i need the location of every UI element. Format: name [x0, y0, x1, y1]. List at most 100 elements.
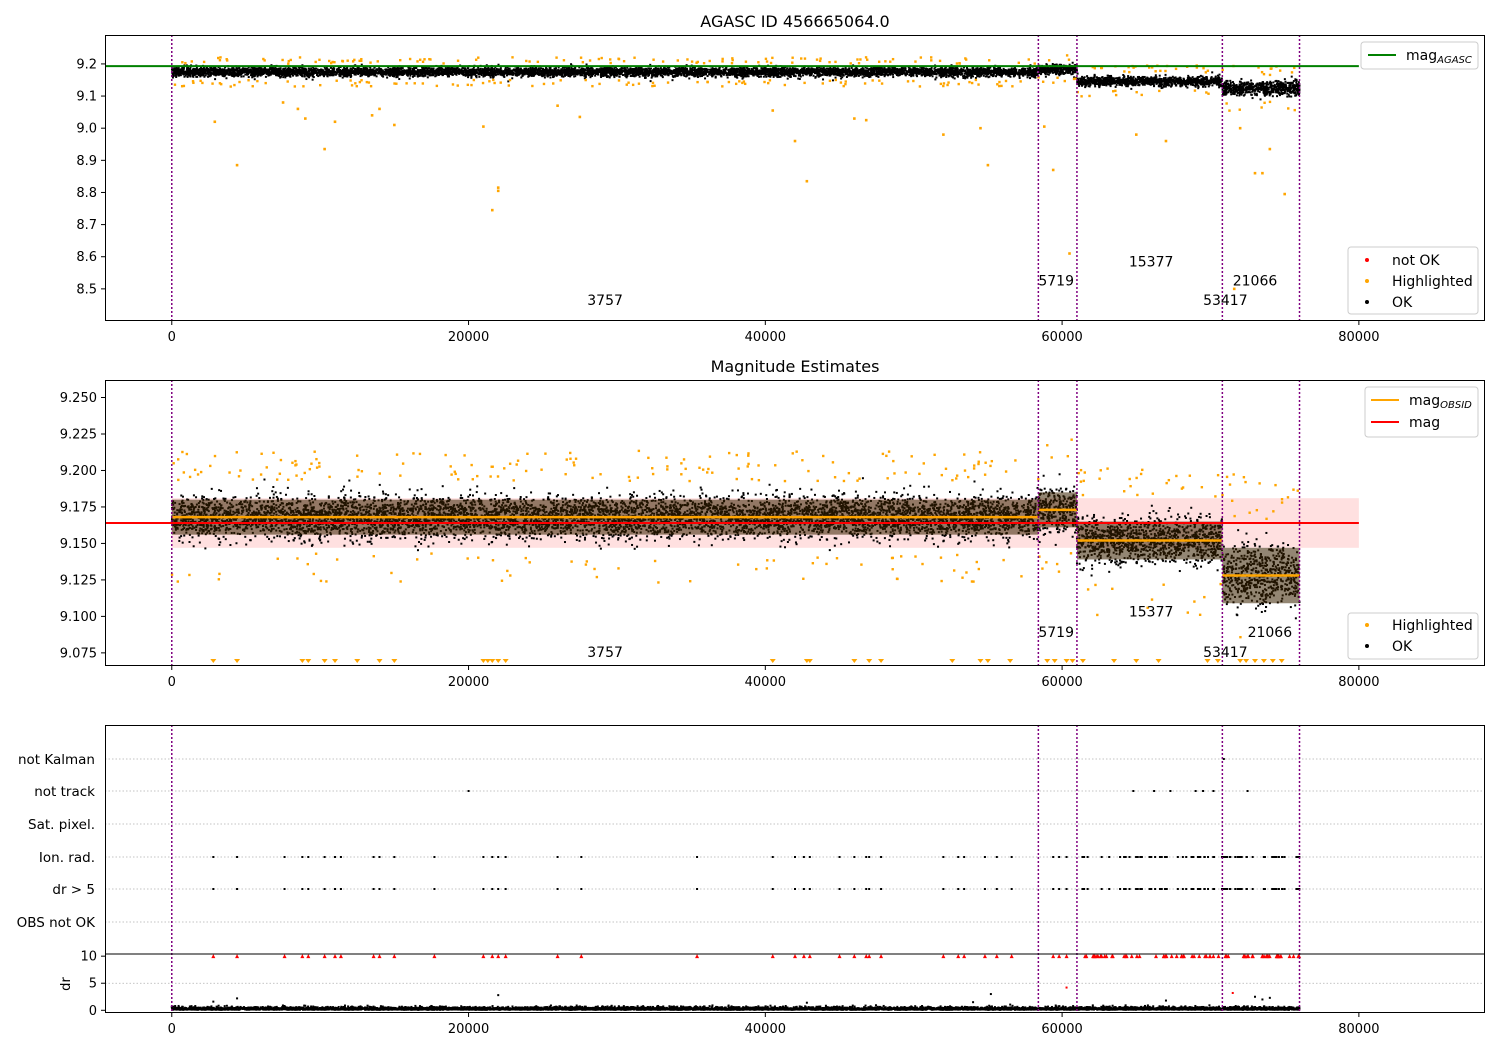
ok-point	[643, 68, 646, 71]
ok-point	[600, 76, 603, 79]
ok-point	[562, 75, 565, 78]
ok-point	[645, 68, 648, 71]
ok-point	[264, 75, 267, 78]
ok-point	[369, 66, 372, 69]
ok-point	[740, 67, 743, 70]
ok-point	[825, 69, 828, 72]
ok-point	[818, 66, 821, 69]
ok-point	[638, 69, 641, 72]
ok-point	[312, 69, 315, 72]
ok-point	[992, 73, 995, 76]
ok-point	[821, 73, 824, 76]
ok-point	[574, 66, 577, 69]
ok-point	[765, 68, 768, 71]
ok-point	[1013, 70, 1016, 73]
ok-point	[324, 67, 327, 70]
ok-point	[871, 69, 874, 72]
ok-point	[307, 72, 310, 75]
ok-point	[969, 68, 972, 71]
ok-point	[760, 67, 763, 70]
ok-point	[409, 67, 412, 70]
ok-point	[801, 74, 804, 77]
ok-point	[206, 72, 209, 75]
ok-point	[944, 67, 947, 70]
ok-point	[722, 73, 725, 76]
ok-point	[964, 75, 967, 78]
ok-point	[451, 67, 454, 70]
ok-point	[831, 79, 834, 82]
ok-point	[711, 67, 714, 70]
ok-point	[719, 73, 722, 76]
ok-point	[628, 72, 631, 75]
ok-point	[311, 75, 314, 78]
ok-point	[637, 66, 640, 69]
ok-point	[338, 73, 341, 76]
ok-point	[185, 71, 188, 74]
ok-point	[869, 68, 872, 71]
ok-point	[656, 67, 659, 70]
ok-point	[915, 67, 918, 70]
ok-point	[360, 63, 363, 66]
ok-point	[368, 68, 371, 71]
ok-point	[389, 67, 392, 70]
ok-point	[639, 67, 642, 70]
ok-point	[482, 75, 485, 78]
ok-point	[231, 67, 234, 70]
ok-point	[945, 72, 948, 75]
ok-point	[905, 73, 908, 76]
ok-point	[259, 72, 262, 75]
ok-point	[497, 68, 500, 71]
ok-point	[766, 73, 769, 76]
ok-point	[590, 66, 593, 69]
ok-point	[188, 73, 191, 76]
ok-point	[421, 74, 424, 77]
ok-point	[480, 74, 483, 77]
ok-point	[791, 71, 794, 74]
ok-point	[181, 68, 184, 71]
ok-point	[963, 66, 966, 69]
ok-point	[329, 66, 332, 69]
ok-point	[1017, 71, 1020, 74]
ok-point	[227, 67, 230, 70]
ok-point	[844, 69, 847, 72]
ok-point	[187, 72, 190, 75]
ok-point	[446, 73, 449, 76]
ok-point	[599, 71, 602, 74]
ok-point	[409, 74, 412, 77]
ok-point	[310, 67, 313, 70]
ok-point	[175, 76, 178, 79]
ok-point	[743, 71, 746, 74]
ok-point	[673, 72, 676, 75]
ok-point	[803, 68, 806, 71]
ok-point	[717, 72, 720, 75]
ok-point	[260, 67, 263, 70]
ok-point	[650, 76, 653, 79]
ok-point	[584, 69, 587, 72]
ok-point	[713, 69, 716, 72]
ok-point	[928, 73, 931, 76]
ok-point	[559, 69, 562, 72]
ok-point	[864, 69, 867, 72]
ok-point	[970, 76, 973, 79]
ok-point	[685, 75, 688, 78]
ok-point	[205, 69, 208, 72]
ok-point	[928, 68, 931, 71]
ok-point	[800, 68, 803, 71]
ok-point	[361, 73, 364, 76]
ok-point	[285, 74, 288, 77]
ok-point	[585, 63, 588, 66]
ok-point	[794, 75, 797, 78]
ok-point	[872, 73, 875, 76]
ok-point	[550, 73, 553, 76]
ok-point	[483, 74, 486, 77]
ok-point	[576, 69, 579, 72]
ok-point	[272, 72, 275, 75]
ok-point	[289, 73, 292, 76]
ok-point	[656, 75, 659, 78]
ok-point	[482, 73, 485, 76]
ok-point	[434, 75, 437, 78]
ok-point	[320, 73, 323, 76]
ok-point	[286, 73, 289, 76]
ok-point	[238, 67, 241, 70]
ok-point	[495, 70, 498, 73]
